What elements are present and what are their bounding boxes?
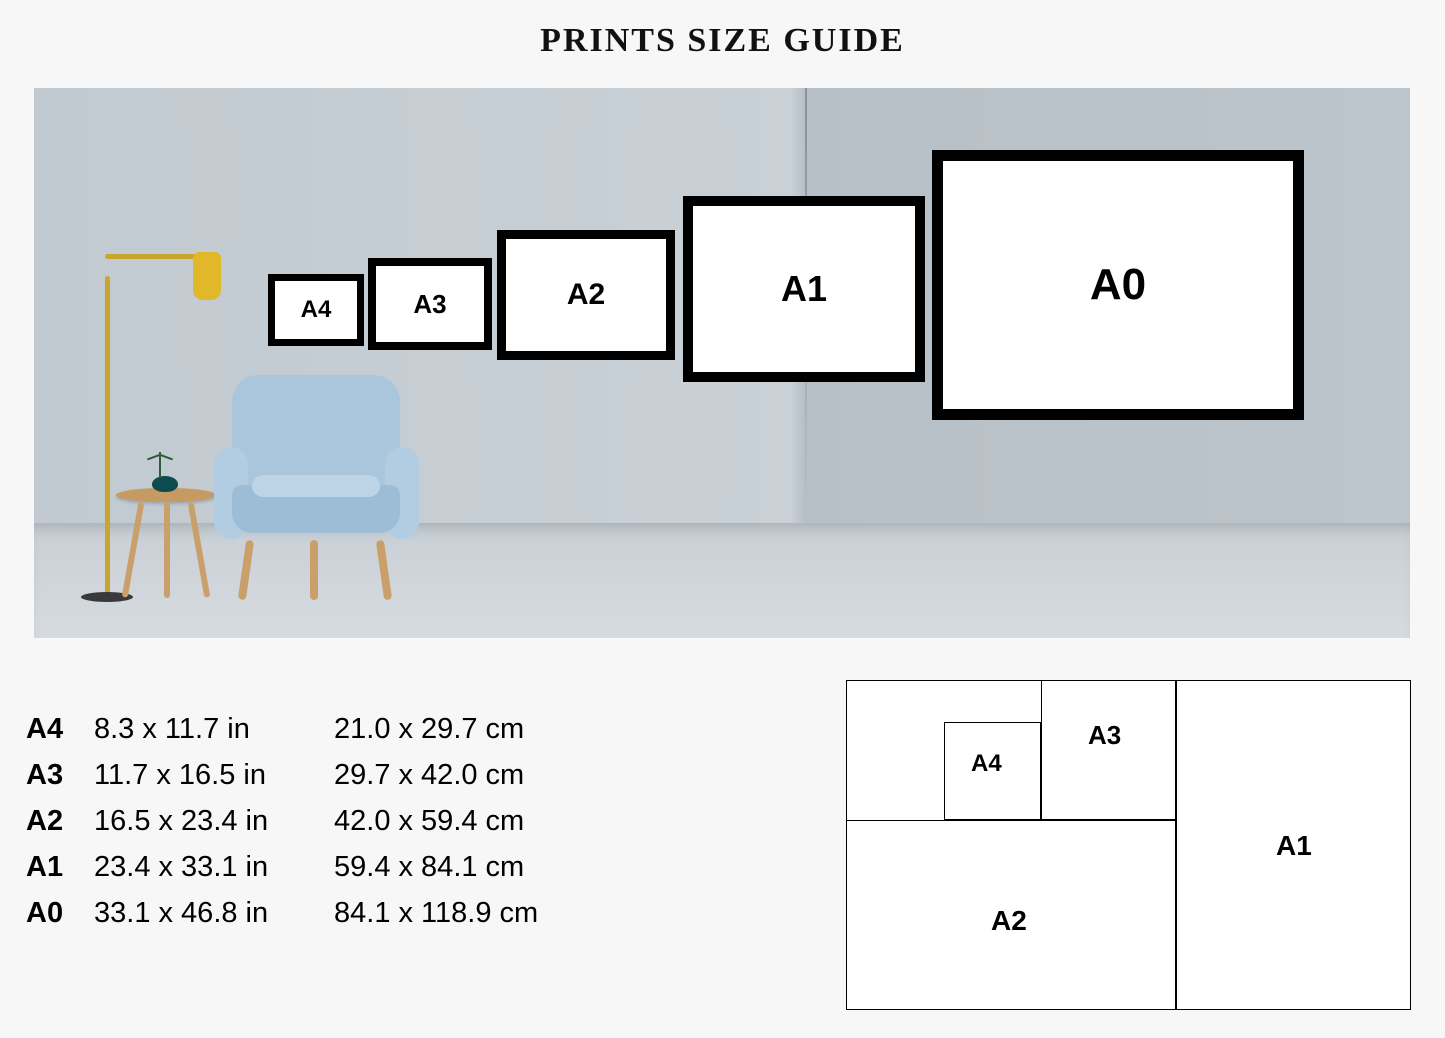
size-name: A0 (26, 890, 94, 936)
nested-label-a4: A4 (971, 750, 1002, 778)
size-name: A1 (26, 844, 94, 890)
table-row: A216.5 x 23.4 in42.0 x 59.4 cm (26, 798, 614, 844)
nested-label-a2: A2 (991, 905, 1027, 937)
size-inches: 33.1 x 46.8 in (94, 890, 334, 936)
table-row: A48.3 x 11.7 in21.0 x 29.7 cm (26, 706, 614, 752)
size-cm: 42.0 x 59.4 cm (334, 798, 614, 844)
armchair-icon (214, 375, 419, 600)
frame-a3: A3 (368, 258, 492, 350)
size-cm: 59.4 x 84.1 cm (334, 844, 614, 890)
frame-label: A3 (413, 289, 446, 320)
size-cm: 21.0 x 29.7 cm (334, 706, 614, 752)
room-scene: A4 A3 A2 A1 A0 (34, 88, 1410, 638)
table-row: A311.7 x 16.5 in29.7 x 42.0 cm (26, 752, 614, 798)
size-name: A3 (26, 752, 94, 798)
frame-a0: A0 (932, 150, 1304, 420)
size-name: A4 (26, 706, 94, 752)
size-cm: 29.7 x 42.0 cm (334, 752, 614, 798)
size-inches: 11.7 x 16.5 in (94, 752, 334, 798)
nested-size-diagram: A0A1A2A3A4 (846, 680, 1411, 1010)
size-cm: 84.1 x 118.9 cm (334, 890, 614, 936)
table-row: A123.4 x 33.1 in59.4 x 84.1 cm (26, 844, 614, 890)
frame-a1: A1 (683, 196, 925, 382)
frame-label: A0 (1090, 260, 1146, 310)
vase-icon (152, 476, 178, 492)
nested-label-a1: A1 (1276, 830, 1312, 862)
frame-a2: A2 (497, 230, 675, 360)
size-table: A48.3 x 11.7 in21.0 x 29.7 cmA311.7 x 16… (26, 706, 614, 936)
size-name: A2 (26, 798, 94, 844)
table-row: A033.1 x 46.8 in84.1 x 118.9 cm (26, 890, 614, 936)
size-inches: 16.5 x 23.4 in (94, 798, 334, 844)
frame-a4: A4 (268, 274, 364, 346)
frame-label: A2 (567, 278, 605, 312)
side-table-icon (116, 488, 216, 598)
size-inches: 8.3 x 11.7 in (94, 706, 334, 752)
frame-label: A4 (301, 296, 332, 324)
size-inches: 23.4 x 33.1 in (94, 844, 334, 890)
plant-icon (159, 452, 161, 478)
page-title: PRINTS SIZE GUIDE (0, 22, 1445, 60)
nested-label-a3: A3 (1088, 720, 1121, 751)
frame-label: A1 (781, 268, 827, 310)
